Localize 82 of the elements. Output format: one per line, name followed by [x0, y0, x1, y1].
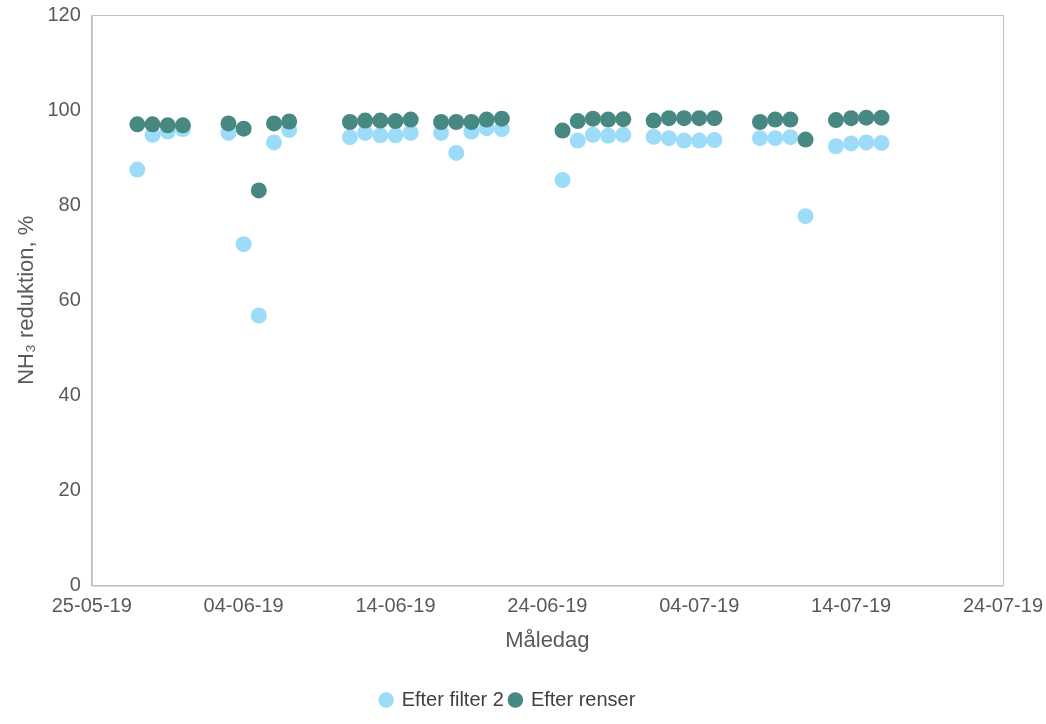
point	[250, 307, 267, 324]
point	[493, 110, 510, 127]
point	[660, 110, 677, 127]
x-axis-title: Måledag	[505, 626, 590, 652]
point	[676, 132, 693, 149]
point	[843, 110, 860, 127]
point	[691, 132, 708, 149]
y-tick-label: 20	[58, 478, 81, 501]
x-tick-label: 24-07-19	[962, 594, 1043, 617]
point	[220, 115, 237, 132]
point	[584, 126, 601, 143]
x-tick-label: 25-05-19	[51, 594, 132, 617]
point	[144, 116, 161, 133]
point	[660, 130, 677, 147]
point	[129, 116, 146, 133]
point	[873, 134, 890, 151]
point	[402, 124, 419, 141]
point	[706, 132, 723, 149]
x-tick-label: 04-06-19	[203, 594, 284, 617]
x-tick-label: 04-07-19	[659, 594, 740, 617]
y-tick-label: 60	[58, 287, 81, 310]
point	[448, 144, 465, 161]
point	[159, 117, 176, 134]
legend-label: Efter filter 2	[401, 687, 504, 710]
point	[782, 129, 799, 146]
point	[782, 111, 799, 128]
point	[827, 112, 844, 129]
point	[448, 113, 465, 130]
point	[372, 112, 389, 129]
point	[266, 115, 283, 132]
point	[600, 127, 617, 144]
point	[463, 113, 480, 130]
y-tick-label: 80	[58, 192, 81, 215]
x-tick-label: 24-06-19	[507, 594, 588, 617]
point	[281, 113, 298, 130]
point	[478, 111, 495, 128]
point	[600, 111, 617, 128]
point	[235, 120, 252, 137]
point	[387, 113, 404, 130]
y-axis-title: NH₃ reduktion, %	[13, 215, 39, 385]
point	[767, 130, 784, 147]
point	[387, 127, 404, 144]
x-tick-label: 14-06-19	[355, 594, 436, 617]
y-tick-label: 40	[58, 382, 81, 405]
point	[372, 127, 389, 144]
point	[751, 130, 768, 147]
point	[797, 208, 814, 225]
point	[174, 117, 191, 134]
point	[266, 134, 283, 151]
point	[645, 112, 662, 129]
point	[691, 110, 708, 127]
point	[858, 109, 875, 126]
point	[341, 129, 358, 146]
legend-label: Efter renser	[530, 687, 636, 710]
point	[843, 135, 860, 152]
point	[827, 138, 844, 155]
point	[645, 128, 662, 145]
point	[250, 182, 267, 199]
point	[402, 111, 419, 128]
y-tick-label: 0	[69, 573, 81, 596]
point	[706, 110, 723, 127]
point	[433, 113, 450, 130]
point	[569, 113, 586, 130]
point	[341, 113, 358, 130]
x-tick-label: 14-07-19	[811, 594, 892, 617]
point	[873, 109, 890, 126]
point	[357, 112, 374, 129]
y-tick-label: 100	[47, 97, 81, 120]
point	[129, 161, 146, 178]
point	[584, 110, 601, 127]
point	[554, 122, 571, 139]
point	[554, 172, 571, 188]
point	[858, 134, 875, 151]
point	[615, 111, 632, 128]
point	[751, 113, 768, 130]
point	[235, 236, 252, 253]
y-tick-label: 120	[47, 2, 81, 25]
point	[797, 131, 814, 148]
point	[615, 126, 632, 143]
point	[569, 132, 586, 149]
point	[676, 110, 693, 127]
point	[767, 111, 784, 128]
